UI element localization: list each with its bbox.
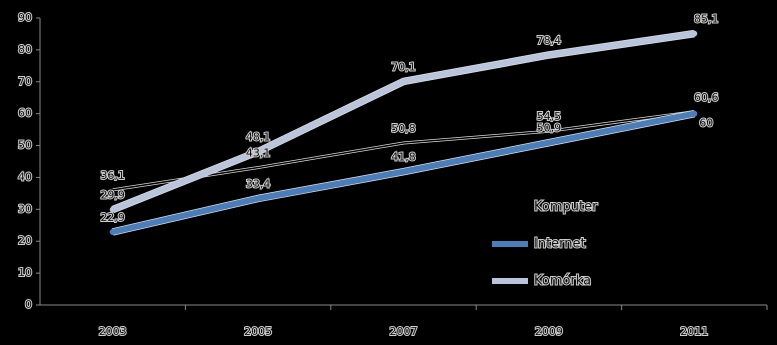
data-label: 33,4 (246, 177, 271, 190)
data-label: 48,1 (246, 131, 271, 144)
y-tick-label: 80 (18, 43, 32, 56)
data-label: 43,1 (246, 147, 271, 160)
x-tick-label: 2009 (535, 325, 563, 338)
data-label: 36,1 (100, 169, 125, 182)
legend-text: Komputer (534, 200, 598, 215)
x-tick-label: 2011 (680, 325, 708, 338)
y-tick-label: 70 (18, 75, 32, 88)
y-tick-label: 60 (18, 107, 32, 120)
y-tick-label: 90 (18, 11, 32, 24)
data-label: 50,8 (391, 122, 416, 135)
legend-text: Komórka (534, 274, 591, 289)
data-label: 78,4 (537, 34, 562, 47)
data-label: 22,9 (100, 211, 125, 224)
data-label: 54,5 (537, 110, 562, 123)
data-label: 50,9 (537, 122, 562, 135)
y-tick-label: 50 (18, 139, 32, 152)
data-label: 41,8 (391, 151, 416, 164)
series-line (109, 30, 698, 213)
legend-text: Internet (534, 237, 586, 252)
y-tick-label: 10 (18, 266, 32, 279)
series-line (111, 111, 696, 191)
data-label: 85,1 (694, 13, 719, 26)
data-label: 60,6 (694, 91, 719, 104)
x-tick-label: 2007 (390, 325, 418, 338)
y-tick-label: 20 (18, 234, 32, 247)
series-line (109, 110, 698, 235)
x-tick-label: 2005 (244, 325, 272, 338)
data-label: 60 (699, 117, 713, 130)
data-label: 70,1 (391, 60, 416, 73)
data-label: 29,9 (100, 189, 125, 202)
y-tick-label: 30 (18, 202, 32, 215)
y-tick-label: 40 (18, 170, 32, 183)
x-tick-label: 2003 (99, 325, 127, 338)
y-tick-label: 0 (25, 298, 32, 311)
